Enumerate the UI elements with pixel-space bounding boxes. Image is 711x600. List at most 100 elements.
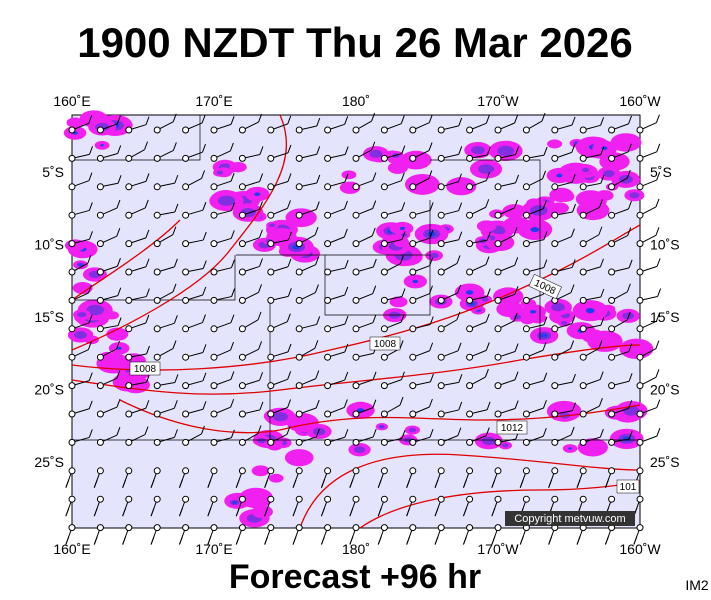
barb-flag — [428, 170, 433, 179]
station — [238, 438, 246, 446]
station — [466, 495, 474, 503]
barb-flag — [259, 401, 264, 411]
barb-flag — [201, 425, 205, 435]
station — [125, 183, 133, 191]
barb-flag — [484, 368, 489, 378]
barb-flag — [145, 258, 150, 267]
barb-flag — [93, 507, 98, 517]
barb-flag — [429, 202, 434, 211]
barb-flag — [349, 507, 354, 517]
barb-flag — [144, 141, 148, 150]
barb-flag — [344, 259, 349, 269]
station — [437, 268, 445, 276]
barb-flag — [599, 428, 604, 438]
barb-flag — [514, 257, 519, 266]
rain-core — [477, 164, 495, 174]
rain-heavy — [399, 226, 406, 231]
station — [295, 296, 303, 304]
barb-flag — [349, 479, 354, 488]
barb-flag — [513, 227, 518, 236]
barb-flag — [429, 429, 434, 438]
barb-flag — [88, 372, 93, 381]
barb-flag — [150, 479, 155, 488]
barb-flag — [462, 507, 467, 517]
rain-core — [77, 312, 87, 318]
station — [238, 211, 246, 219]
barb-flag — [542, 342, 547, 351]
station — [437, 183, 445, 191]
rain-core — [622, 312, 635, 320]
barb-flag — [314, 340, 319, 349]
station — [210, 410, 218, 418]
rain-heavy — [568, 447, 572, 450]
lon-label: 180˚ — [342, 93, 370, 109]
barb-flag — [485, 256, 490, 265]
station — [295, 524, 303, 532]
rain-area — [547, 139, 563, 149]
barb-flag — [89, 146, 94, 155]
station — [522, 268, 530, 276]
station — [153, 325, 161, 333]
barb-flag — [399, 396, 404, 406]
barb-flag — [314, 284, 319, 293]
station — [409, 495, 417, 503]
isobars — [71, 114, 641, 529]
barb-flag — [519, 536, 524, 545]
rain-area — [104, 311, 119, 320]
rain-area — [502, 204, 527, 219]
barb-flag — [656, 258, 661, 267]
barb-flag — [259, 146, 264, 155]
lat-label: 20˚S — [650, 382, 680, 398]
barb-flag — [173, 315, 178, 324]
precipitation — [63, 110, 654, 528]
barb-flag — [542, 200, 547, 210]
barb-flag — [542, 428, 547, 437]
barb-flag — [514, 343, 519, 352]
station — [551, 126, 559, 134]
station — [636, 211, 644, 219]
barb-flag — [314, 226, 319, 236]
barb-flag — [89, 231, 93, 240]
station — [636, 410, 644, 418]
barb-flag — [344, 173, 349, 183]
station — [437, 353, 445, 361]
barb-flag — [633, 536, 638, 545]
station — [96, 495, 104, 503]
barb-flag — [230, 202, 235, 211]
barb-flag — [570, 340, 575, 349]
barb-flag — [371, 227, 376, 237]
barb-flag — [657, 288, 662, 297]
rain-area — [610, 133, 642, 152]
rain-area — [251, 465, 270, 477]
barb-flag — [287, 173, 292, 182]
station — [579, 240, 587, 248]
barb-flag — [287, 399, 292, 408]
barb-flag — [656, 427, 661, 437]
lon-label: 170˚E — [195, 541, 232, 557]
barb-flag — [174, 174, 179, 184]
barb-flag — [172, 226, 177, 235]
barb-flag — [146, 374, 150, 383]
station — [267, 154, 275, 162]
barb-flag — [570, 284, 575, 293]
station — [466, 524, 474, 532]
barb-flag — [485, 342, 490, 351]
station — [96, 211, 104, 219]
wind-barbs — [65, 112, 662, 545]
station — [380, 183, 388, 191]
station — [608, 325, 616, 333]
barb-flag — [514, 400, 519, 409]
station — [466, 211, 474, 219]
barb-flag — [202, 314, 206, 323]
station — [324, 296, 332, 304]
barb-flag — [571, 144, 576, 153]
station — [380, 410, 388, 418]
station — [466, 154, 474, 162]
barb-flag — [628, 343, 633, 352]
barb-flag — [377, 479, 382, 488]
station — [238, 126, 246, 134]
station — [409, 524, 417, 532]
rain-area — [106, 327, 129, 341]
barb-flag — [344, 286, 349, 296]
station — [636, 183, 644, 191]
